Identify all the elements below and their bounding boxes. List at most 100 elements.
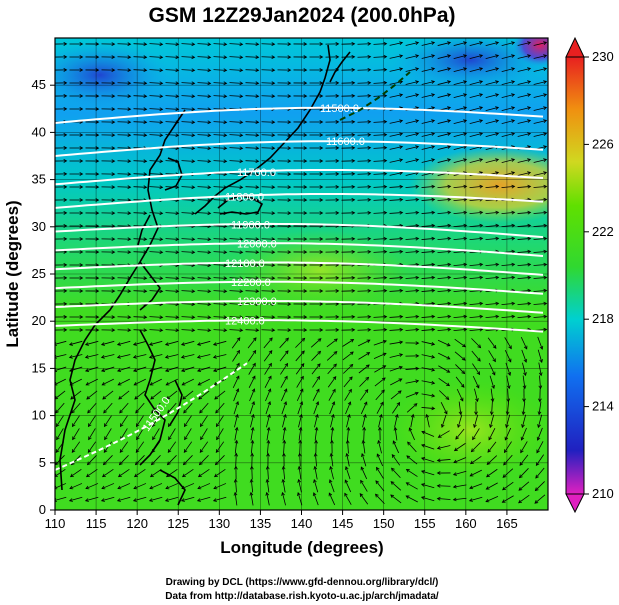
wind-streamline <box>421 316 435 318</box>
wind-streamline <box>357 43 371 45</box>
wind-arrowhead <box>463 327 468 332</box>
wind-streamline <box>101 483 115 489</box>
wind-streamline <box>149 186 163 188</box>
wind-streamline <box>389 68 403 72</box>
wind-arrowhead <box>490 398 495 403</box>
wind-streamline <box>344 479 352 493</box>
wind-arrowhead <box>255 276 260 281</box>
wind-streamline <box>389 290 403 292</box>
wind-streamline <box>426 414 430 428</box>
wind-arrowhead <box>463 106 468 110</box>
wind-arrowhead <box>543 275 548 280</box>
wind-streamline <box>357 199 371 201</box>
wind-streamline <box>357 82 371 84</box>
wind-streamline <box>521 427 527 441</box>
wind-streamline <box>181 121 195 123</box>
wind-streamline <box>389 199 403 201</box>
wind-streamline <box>501 237 515 241</box>
wind-streamline <box>373 238 387 240</box>
wind-arrowhead <box>335 133 340 137</box>
wind-arrowhead <box>511 236 516 241</box>
wind-arrowhead <box>143 68 148 73</box>
wind-arrowhead <box>479 67 484 71</box>
wind-arrowhead <box>446 369 451 373</box>
wind-streamline <box>488 362 496 376</box>
wind-arrowhead <box>511 314 516 319</box>
wind-streamline <box>437 81 451 85</box>
wind-streamline <box>56 415 64 427</box>
wind-arrowhead <box>63 185 68 189</box>
wind-arrowhead <box>330 439 334 444</box>
wind-streamline <box>245 134 259 136</box>
contour-label: 11500.0 <box>320 103 359 115</box>
wind-arrowhead <box>345 439 350 444</box>
wind-arrowhead <box>391 454 396 458</box>
wind-streamline <box>232 350 240 362</box>
wind-arrowhead <box>255 237 260 242</box>
wind-arrowhead <box>534 500 539 504</box>
x-tick-label: 145 <box>332 516 354 531</box>
wind-streamline <box>298 427 302 441</box>
wind-streamline <box>87 455 97 465</box>
wind-arrowhead <box>143 328 148 333</box>
wind-streamline <box>213 134 227 136</box>
wind-streamline <box>181 238 195 240</box>
wind-arrowhead <box>390 467 395 472</box>
wind-streamline <box>327 363 337 375</box>
wind-arrowhead <box>79 328 84 332</box>
wind-arrowhead <box>191 146 196 151</box>
wind-arrowhead <box>330 426 335 431</box>
wind-arrowhead <box>393 426 398 431</box>
wind-arrowhead <box>159 94 164 99</box>
wind-streamline <box>344 493 352 505</box>
cold-region <box>55 40 170 110</box>
y-tick-label: 0 <box>39 502 46 517</box>
wind-streamline <box>373 251 387 253</box>
wind-arrowhead <box>332 388 336 393</box>
wind-arrowhead <box>223 328 228 333</box>
wind-arrowhead <box>164 498 169 502</box>
wind-streamline <box>136 428 144 440</box>
contour-label: 12300.0 <box>237 296 277 308</box>
wind-streamline <box>538 401 542 415</box>
wind-streamline <box>229 303 243 305</box>
wind-arrowhead <box>347 401 352 406</box>
wind-arrowhead <box>159 289 164 294</box>
wind-arrowhead <box>485 498 490 503</box>
wind-streamline <box>182 468 194 478</box>
wind-arrowhead <box>271 289 276 294</box>
wind-streamline <box>229 121 243 123</box>
wind-streamline <box>56 428 64 440</box>
wind-arrowhead <box>79 250 84 254</box>
wind-streamline <box>117 366 131 372</box>
wind-arrowhead <box>431 93 436 97</box>
wind-arrowhead <box>283 388 288 393</box>
wind-arrowhead <box>335 237 340 241</box>
wind-streamline <box>245 225 259 227</box>
wind-arrowhead <box>495 184 500 189</box>
wind-streamline <box>517 212 531 214</box>
wind-arrowhead <box>415 80 420 84</box>
wind-streamline <box>133 212 147 214</box>
wind-streamline <box>373 316 387 318</box>
wind-arrowhead <box>446 342 451 347</box>
wind-arrowhead <box>446 382 451 387</box>
wind-arrowhead <box>143 211 148 216</box>
wind-streamline <box>389 81 403 85</box>
colorbar-tick-label: 226 <box>592 136 614 151</box>
wind-streamline <box>281 401 287 415</box>
wind-streamline <box>181 69 195 71</box>
wind-streamlines <box>55 41 548 506</box>
wind-arrowhead <box>148 498 153 502</box>
wind-streamline <box>502 481 514 491</box>
wind-arrowhead <box>511 301 516 306</box>
wind-arrowhead <box>281 465 286 470</box>
wind-streamline <box>133 56 147 58</box>
wind-streamline <box>533 290 547 292</box>
wind-streamline <box>392 440 400 454</box>
wind-arrowhead <box>287 146 292 150</box>
wind-arrowhead <box>333 363 337 368</box>
wind-streamline <box>522 375 526 389</box>
wind-streamline <box>118 378 130 386</box>
